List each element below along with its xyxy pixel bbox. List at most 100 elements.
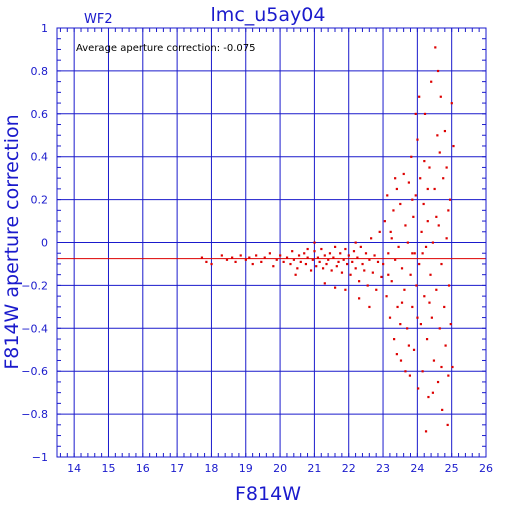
data-point: [402, 172, 405, 176]
data-point: [392, 209, 395, 212]
data-point: [413, 252, 416, 255]
data-point: [304, 262, 308, 266]
data-point: [388, 316, 392, 319]
data-point: [363, 269, 366, 272]
data-point: [435, 288, 438, 291]
data-point: [395, 353, 398, 356]
data-point: [411, 305, 414, 309]
data-point: [260, 260, 263, 264]
data-point: [437, 224, 440, 227]
data-point: [415, 284, 418, 287]
x-tick-label: 16: [136, 462, 150, 475]
data-point: [400, 267, 404, 270]
data-point: [275, 258, 278, 261]
data-point: [200, 256, 204, 259]
data-point: [395, 187, 398, 191]
y-tick-label: −0.8: [21, 408, 48, 421]
data-point: [366, 284, 369, 287]
data-point: [358, 297, 361, 300]
x-tick-label: 20: [273, 462, 287, 475]
y-tick-label: 0: [41, 237, 48, 250]
data-point: [445, 237, 448, 240]
data-point: [225, 258, 229, 261]
data-point: [439, 95, 442, 98]
data-point: [294, 273, 297, 276]
data-point: [406, 241, 409, 244]
data-point: [342, 258, 345, 261]
data-point: [435, 215, 438, 218]
x-tick-label: 14: [67, 462, 81, 475]
data-point: [313, 250, 316, 253]
data-point: [450, 102, 453, 105]
data-point: [448, 198, 452, 201]
data-point: [382, 262, 385, 266]
data-point: [330, 269, 333, 272]
data-point: [399, 323, 402, 326]
y-tick-label: −0.2: [21, 279, 48, 292]
x-tick-label: 15: [101, 462, 115, 475]
data-point: [335, 265, 338, 268]
data-point: [412, 215, 415, 218]
average-annotation: Average aperture correction: -0.075: [76, 43, 256, 54]
data-point: [291, 250, 294, 253]
data-point: [430, 316, 433, 319]
data-point: [318, 260, 321, 264]
x-tick-label: 26: [479, 462, 493, 475]
data-point: [337, 260, 340, 264]
data-point: [263, 256, 266, 259]
data-point: [419, 177, 422, 180]
x-tick-label: 22: [342, 462, 356, 475]
data-point: [205, 260, 208, 264]
data-point: [296, 267, 299, 270]
x-tick-label: 24: [410, 462, 424, 475]
y-tick-label: −0.4: [21, 322, 48, 335]
data-point: [378, 230, 381, 233]
data-point: [364, 252, 368, 255]
reference-lines: [57, 242, 486, 260]
data-point: [321, 267, 325, 270]
data-point: [407, 344, 410, 347]
data-point: [315, 265, 318, 268]
data-point: [421, 252, 424, 255]
data-point: [425, 338, 429, 341]
data-point: [323, 254, 326, 257]
data-point: [332, 256, 335, 259]
data-point: [430, 80, 433, 83]
data-point: [438, 151, 441, 154]
data-point: [428, 301, 431, 304]
data-point: [358, 280, 361, 283]
data-point: [234, 260, 237, 264]
data-point: [347, 254, 350, 257]
data-point: [220, 254, 223, 257]
axis-ticks: 14 15 16 17 18 19 20 21 22 23 24 25 26 −1 −0.8 −0.6 −0.4…: [21, 22, 493, 475]
x-tick-label: 17: [170, 462, 184, 475]
y-tick-label: 0.6: [31, 108, 49, 121]
data-point: [436, 134, 439, 137]
data-point: [399, 202, 402, 206]
data-point: [414, 194, 417, 197]
data-point: [409, 273, 412, 276]
data-point: [411, 252, 414, 255]
data-point: [351, 260, 354, 264]
data-point: [452, 144, 455, 148]
data-point: [399, 359, 403, 362]
data-point: [422, 202, 425, 206]
data-point: [359, 245, 362, 248]
data-point: [371, 271, 374, 274]
data-point: [445, 166, 448, 169]
data-point: [440, 262, 443, 266]
data-point: [299, 260, 302, 264]
data-point: [447, 209, 450, 212]
data-point: [292, 258, 296, 261]
data-point: [244, 258, 247, 261]
data-point: [433, 187, 436, 191]
data-point: [255, 254, 258, 257]
data-point: [424, 430, 428, 433]
data-point: [432, 359, 436, 362]
data-point: [389, 230, 392, 233]
data-point: [418, 262, 421, 266]
data-point: [306, 256, 309, 259]
data-point: [394, 258, 397, 261]
data-point: [356, 256, 359, 259]
data-point: [323, 282, 326, 285]
